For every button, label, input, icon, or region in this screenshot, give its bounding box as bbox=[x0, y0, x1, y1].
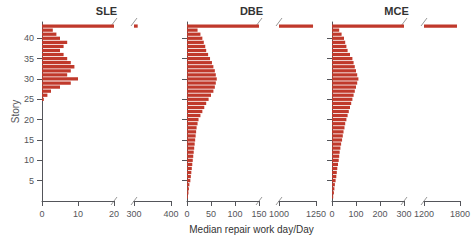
svg-text:DBE: DBE bbox=[240, 5, 263, 17]
svg-text:200: 200 bbox=[372, 209, 387, 219]
svg-text:5: 5 bbox=[29, 176, 34, 186]
svg-text:30: 30 bbox=[24, 74, 34, 84]
svg-text:20: 20 bbox=[24, 115, 34, 125]
svg-text:10: 10 bbox=[24, 155, 34, 165]
svg-text:50: 50 bbox=[206, 209, 216, 219]
svg-text:25: 25 bbox=[24, 94, 34, 104]
svg-text:20: 20 bbox=[109, 209, 119, 219]
svg-text:0: 0 bbox=[39, 209, 44, 219]
svg-text:150: 150 bbox=[251, 209, 266, 219]
svg-text:1200: 1200 bbox=[414, 209, 434, 219]
svg-text:Median repair work day/Day: Median repair work day/Day bbox=[189, 224, 314, 235]
svg-text:0: 0 bbox=[329, 209, 334, 219]
svg-text:1250: 1250 bbox=[306, 209, 326, 219]
svg-text:300: 300 bbox=[396, 209, 411, 219]
svg-text:SLE: SLE bbox=[96, 5, 117, 17]
svg-text:40: 40 bbox=[24, 33, 34, 43]
svg-text:1000: 1000 bbox=[269, 209, 289, 219]
svg-text:MCE: MCE bbox=[384, 5, 408, 17]
svg-text:300: 300 bbox=[126, 209, 141, 219]
svg-text:1800: 1800 bbox=[450, 209, 470, 219]
svg-text:10: 10 bbox=[73, 209, 83, 219]
svg-text:0: 0 bbox=[184, 209, 189, 219]
svg-text:Story: Story bbox=[10, 100, 21, 123]
svg-text:35: 35 bbox=[24, 54, 34, 64]
svg-text:400: 400 bbox=[163, 209, 178, 219]
svg-text:100: 100 bbox=[227, 209, 242, 219]
svg-text:100: 100 bbox=[348, 209, 363, 219]
svg-text:15: 15 bbox=[24, 135, 34, 145]
